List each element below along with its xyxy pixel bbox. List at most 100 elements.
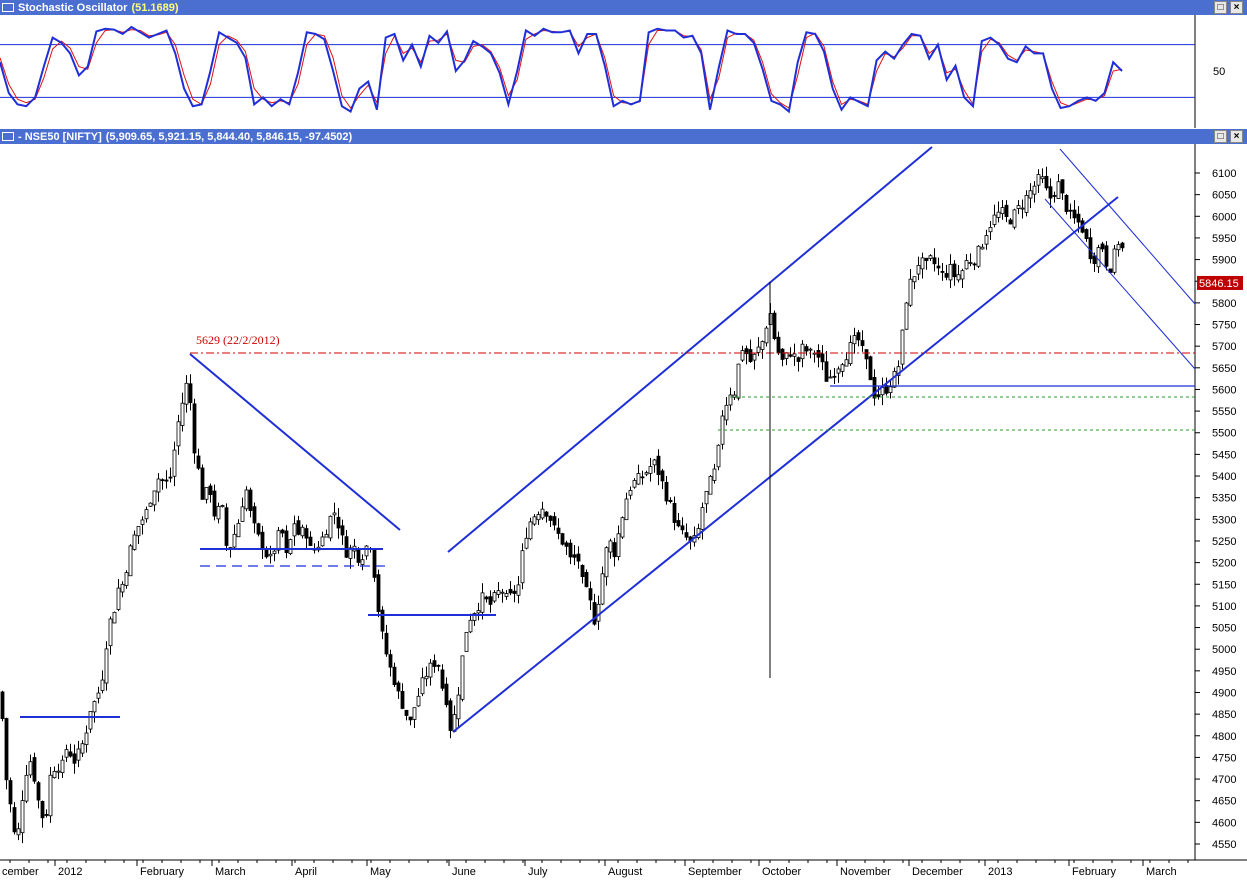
candle-body [676, 520, 681, 527]
candle-body [60, 759, 65, 774]
candle-body [544, 511, 549, 517]
candle-body [1088, 237, 1093, 260]
price-tick-label: 4850 [1212, 709, 1236, 721]
candle-body [884, 385, 889, 394]
candle-body [936, 265, 941, 269]
candle-body [1044, 175, 1049, 189]
last-price-label: 5846.15 [1199, 278, 1239, 290]
candle-body [1116, 244, 1121, 251]
price-title: - NSE50 [NIFTY] [18, 130, 102, 143]
candle-body [988, 226, 993, 233]
candle-body [808, 348, 813, 351]
candle-body [200, 467, 205, 500]
candle-body [76, 748, 81, 761]
candle-body [912, 276, 917, 283]
candle-body [160, 479, 165, 482]
candle-body [956, 274, 961, 281]
candle-body [1076, 213, 1081, 223]
price-tick-label: 4950 [1212, 666, 1236, 678]
candle-body [240, 506, 245, 522]
candle-body [296, 520, 301, 535]
candle-body [92, 701, 97, 713]
candle-body [188, 383, 193, 404]
candle-body [908, 278, 913, 306]
candle-body [248, 489, 253, 511]
candle-body [432, 660, 437, 667]
candle-body [728, 394, 733, 406]
price-tick-label: 6050 [1212, 190, 1236, 202]
candle-body [616, 533, 621, 557]
candle-body [448, 700, 453, 731]
candle-body [344, 536, 349, 558]
candle-body [172, 449, 177, 477]
price-tick-label: 6000 [1212, 211, 1236, 223]
candle-body [960, 270, 965, 280]
candle-body [572, 554, 577, 558]
candle-body [548, 515, 553, 521]
candle-body [1096, 247, 1101, 268]
trendlines [20, 146, 1119, 733]
candle-body [212, 490, 217, 517]
time-tick-label: April [295, 866, 317, 878]
candle-body [4, 718, 9, 781]
candle-body [492, 592, 497, 602]
candle-body [944, 273, 949, 278]
price-tick-label: 5500 [1212, 428, 1236, 440]
candle-body [16, 828, 21, 836]
price-tick-label: 5000 [1212, 644, 1236, 656]
candle-body [276, 530, 281, 551]
candle-body [800, 343, 805, 360]
candle-body [1000, 207, 1005, 215]
candle-body [640, 476, 645, 479]
candle-body [488, 596, 493, 605]
candle-body [80, 743, 85, 754]
last-price-tag [1197, 275, 1243, 290]
candle-body [508, 588, 513, 594]
candle-body [592, 602, 597, 625]
candle-body [628, 489, 633, 496]
close-button[interactable]: × [1230, 130, 1243, 143]
candle-body [420, 677, 425, 695]
candle-body [1004, 204, 1009, 217]
candle-body [920, 257, 925, 270]
restore-button[interactable]: □ [1214, 130, 1227, 143]
price-tick-label: 5650 [1212, 363, 1236, 375]
candle-body [0, 691, 5, 719]
candle-body [840, 364, 845, 372]
candle-body [876, 394, 881, 398]
candle-body [804, 346, 809, 352]
candle-body [860, 340, 865, 346]
candle-body [744, 348, 749, 355]
close-button[interactable]: × [1230, 1, 1243, 14]
candle-body [180, 402, 185, 426]
candle-body [232, 533, 237, 548]
candle-body [824, 361, 829, 382]
candle-body [972, 263, 977, 266]
candle-body [88, 710, 93, 730]
candle-body [1108, 268, 1113, 273]
candle-body [328, 515, 333, 539]
candle-body [708, 475, 713, 495]
candle-body [288, 539, 293, 555]
downtrend-line [189, 353, 401, 531]
time-tick-label: February [1072, 866, 1117, 878]
price-tick-label: 5950 [1212, 233, 1236, 245]
time-tick-label: February [140, 866, 185, 878]
price-tick-label: 6100 [1212, 168, 1236, 180]
candle-body [472, 613, 477, 621]
candle-body [776, 336, 781, 354]
price-tick-label: 5750 [1212, 320, 1236, 332]
candle-body [632, 480, 637, 488]
candle-body [540, 508, 545, 519]
candlestick-series [0, 166, 1125, 844]
candle-body [1024, 194, 1029, 213]
time-tick-label: 2013 [988, 866, 1012, 878]
restore-button[interactable]: □ [1214, 1, 1227, 14]
candle-body [208, 485, 213, 495]
pane-icon [2, 132, 14, 141]
candle-body [652, 459, 657, 466]
candle-body [568, 542, 573, 558]
candle-body [928, 255, 933, 259]
candle-body [120, 583, 125, 593]
price-tick-label: 5050 [1212, 623, 1236, 635]
